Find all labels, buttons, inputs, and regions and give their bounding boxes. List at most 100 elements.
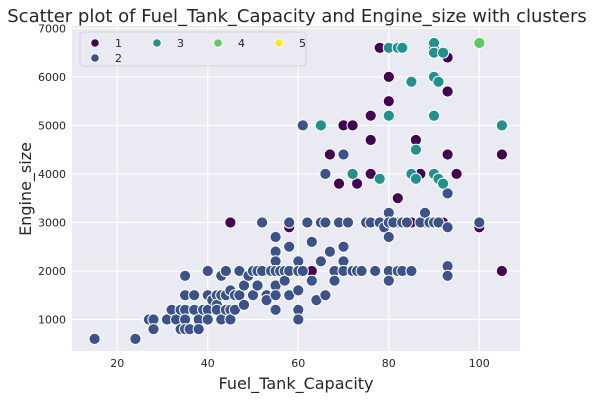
x-tick-label: 80 xyxy=(382,357,396,370)
scatter-point-cluster-1 xyxy=(332,177,346,190)
scatter-point-cluster-1 xyxy=(441,85,454,98)
scatter-point-cluster-2 xyxy=(319,216,332,229)
legend-label-3: 3 xyxy=(177,37,184,50)
scatter-point-cluster-2 xyxy=(405,264,418,278)
legend: 1 2 3 4 5 xyxy=(79,31,307,67)
scatter-point-cluster-2 xyxy=(382,230,395,244)
x-tick-label: 60 xyxy=(291,357,305,370)
scatter-point-cluster-2 xyxy=(292,313,305,326)
scatter-point-cluster-2 xyxy=(201,313,214,326)
scatter-point-cluster-2 xyxy=(256,216,269,229)
scatter-point-cluster-3 xyxy=(437,177,450,190)
scatter-point-cluster-2 xyxy=(269,230,282,244)
scatter-point-cluster-2 xyxy=(319,289,332,302)
y-tick-label: 3000 xyxy=(38,216,66,229)
scatter-point-cluster-2 xyxy=(305,274,318,287)
scatter-point-cluster-2 xyxy=(473,216,486,229)
scatter-point-cluster-3 xyxy=(405,75,418,88)
legend-marker-4 xyxy=(213,38,223,48)
scatter-point-cluster-1 xyxy=(382,70,395,84)
plot-background xyxy=(72,26,520,351)
scatter-point-cluster-2 xyxy=(201,264,214,278)
legend-box xyxy=(79,31,307,67)
y-tick-label: 5000 xyxy=(38,119,66,132)
y-axis-label: Engine_size xyxy=(16,142,36,236)
scatter-point-cluster-2 xyxy=(269,303,282,316)
scatter-point-cluster-2 xyxy=(441,187,454,200)
scatter-point-cluster-3 xyxy=(396,41,409,54)
scatter-point-cluster-2 xyxy=(192,323,205,336)
scatter-point-cluster-3 xyxy=(432,75,445,88)
scatter-point-cluster-3 xyxy=(495,119,508,132)
scatter-point-cluster-2 xyxy=(179,269,192,282)
scatter-point-cluster-2 xyxy=(305,235,318,248)
scatter-point-cluster-1 xyxy=(364,133,377,147)
x-tick-label: 20 xyxy=(110,357,124,370)
scatter-point-cluster-2 xyxy=(237,298,251,311)
scatter-point-cluster-2 xyxy=(269,289,282,302)
scatter-point-cluster-1 xyxy=(495,148,508,161)
scatter-point-cluster-3 xyxy=(346,167,359,180)
scatter-point-cluster-2 xyxy=(283,216,296,229)
scatter-point-cluster-2 xyxy=(283,240,296,253)
scatter-point-cluster-1 xyxy=(441,148,454,161)
scatter-point-cluster-3 xyxy=(427,109,441,122)
y-tick-label: 6000 xyxy=(38,71,66,84)
scatter-point-cluster-2 xyxy=(337,240,350,253)
scatter-point-cluster-2 xyxy=(441,269,454,282)
scatter-point-cluster-2 xyxy=(319,167,332,180)
scatter-point-cluster-1 xyxy=(224,216,237,229)
scatter-point-cluster-3 xyxy=(409,172,422,185)
y-tick-label: 4000 xyxy=(38,168,66,181)
legend-label-5: 5 xyxy=(299,37,306,50)
scatter-point-cluster-2 xyxy=(369,264,382,278)
scatter-point-cluster-2 xyxy=(292,284,305,297)
scatter-point-cluster-2 xyxy=(337,148,350,161)
y-tick-label: 1000 xyxy=(38,313,66,326)
scatter-point-cluster-1 xyxy=(382,95,395,108)
scatter-point-cluster-3 xyxy=(373,172,386,185)
scatter-point-cluster-2 xyxy=(323,245,336,258)
scatter-point-cluster-2 xyxy=(382,274,395,287)
y-tick-label: 2000 xyxy=(38,265,66,278)
scatter-point-cluster-3 xyxy=(437,46,450,59)
legend-label-2: 2 xyxy=(115,52,122,65)
scatter-point-cluster-1 xyxy=(364,109,377,122)
scatter-point-cluster-1 xyxy=(323,148,336,161)
x-tick-label: 100 xyxy=(469,357,490,370)
y-tick-labels: 1000 2000 3000 4000 5000 6000 7000 xyxy=(38,22,66,326)
scatter-point-cluster-1 xyxy=(346,119,359,132)
legend-marker-1 xyxy=(90,38,100,48)
scatter-point-cluster-2 xyxy=(296,264,309,278)
legend-label-1: 1 xyxy=(115,37,122,50)
chart-title: Scatter plot of Fuel_Tank_Capacity and E… xyxy=(7,6,586,27)
scatter-point-cluster-4 xyxy=(473,36,486,50)
scatter-point-cluster-2 xyxy=(129,332,142,345)
scatter-point-cluster-2 xyxy=(441,221,454,234)
scatter-point-cluster-2 xyxy=(301,216,314,229)
x-tick-label: 40 xyxy=(201,357,215,370)
scatter-point-cluster-2 xyxy=(355,264,368,278)
data-points xyxy=(88,36,508,345)
scatter-point-cluster-1 xyxy=(391,192,404,205)
scatter-point-cluster-2 xyxy=(328,274,341,287)
y-tick-label: 7000 xyxy=(38,22,66,35)
legend-marker-3 xyxy=(152,38,162,48)
scatter-point-cluster-2 xyxy=(251,279,264,292)
legend-marker-5 xyxy=(274,38,284,48)
scatter-point-cluster-2 xyxy=(147,323,160,336)
scatter-point-cluster-3 xyxy=(382,109,395,122)
scatter-point-cluster-2 xyxy=(400,216,413,229)
scatter-point-cluster-1 xyxy=(495,264,508,278)
scatter-point-cluster-2 xyxy=(88,332,101,345)
scatter-point-cluster-2 xyxy=(233,289,246,302)
scatter-point-cluster-2 xyxy=(219,264,232,278)
scatter-point-cluster-2 xyxy=(188,289,201,302)
legend-label-4: 4 xyxy=(238,37,245,50)
scatter-point-cluster-3 xyxy=(314,119,327,132)
scatter-point-cluster-2 xyxy=(296,119,309,132)
scatter-point-cluster-2 xyxy=(341,216,355,229)
scatter-point-cluster-1 xyxy=(450,167,463,180)
scatter-point-cluster-2 xyxy=(314,255,327,268)
